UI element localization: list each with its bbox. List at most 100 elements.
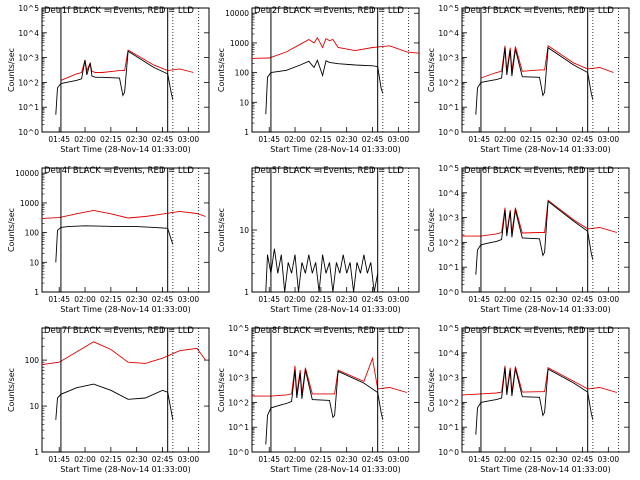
y-tick-label-panel-3: 10^3 — [438, 54, 459, 63]
y-tick-label-panel-9: 10^5 — [438, 324, 459, 333]
x-axis-label-panel-9: Start Time (28-Nov-14 01:33:00) — [480, 465, 610, 474]
x-tick-label-panel-3: 02:30 — [546, 135, 568, 144]
plot-frame-panel-6 — [461, 167, 630, 293]
x-tick-label-panel-6: 02:30 — [546, 295, 568, 304]
y-tick-label-panel-2: 1000 — [230, 39, 249, 48]
x-tick-label-panel-3: 02:45 — [572, 135, 594, 144]
x-tick-label-panel-1: 01:45 — [48, 135, 70, 144]
x-tick-label-panel-3: 01:45 — [468, 135, 490, 144]
x-tick-label-panel-5: 03:00 — [388, 295, 410, 304]
x-tick-label-panel-4: 02:30 — [126, 295, 148, 304]
lld-line-panel-1 — [60, 49, 194, 81]
x-tick-label-panel-5: 01:45 — [258, 295, 280, 304]
y-axis-label-panel-6: Counts/sec — [427, 208, 436, 252]
y-tick-label-panel-1: 10^5 — [18, 4, 39, 13]
x-tick-label-panel-4: 02:15 — [100, 295, 122, 304]
x-tick-label-panel-4: 03:00 — [178, 295, 200, 304]
x-tick-label-panel-1: 02:45 — [152, 135, 174, 144]
y-axis-label-panel-2: Counts/sec — [217, 48, 226, 92]
x-tick-label-panel-6: 02:00 — [494, 295, 516, 304]
chart-title-panel-4: Det 4f BLACK = Events, RED = LLD — [44, 166, 194, 176]
x-tick-label-panel-9: 02:30 — [546, 455, 568, 464]
y-tick-label-panel-2: 100 — [235, 69, 250, 78]
y-axis-label-panel-3: Counts/sec — [427, 48, 436, 92]
y-axis-label-panel-9: Counts/sec — [427, 368, 436, 412]
y-axis-label-panel-7: Counts/sec — [7, 368, 16, 412]
events-line-panel-1 — [55, 50, 174, 115]
x-tick-label-panel-1: 02:15 — [100, 135, 122, 144]
y-tick-label-panel-3: 10^5 — [438, 4, 459, 13]
y-tick-label-panel-4: 1 — [34, 288, 39, 297]
x-axis-label-panel-7: Start Time (28-Nov-14 01:33:00) — [60, 465, 190, 474]
x-tick-label-panel-6: 02:15 — [520, 295, 542, 304]
y-tick-label-panel-9: 10^3 — [438, 374, 459, 383]
x-axis-label-panel-3: Start Time (28-Nov-14 01:33:00) — [480, 145, 610, 154]
x-tick-label-panel-2: 02:15 — [310, 135, 332, 144]
x-axis-label-panel-1: Start Time (28-Nov-14 01:33:00) — [60, 145, 190, 154]
y-tick-label-panel-1: 10^2 — [18, 78, 39, 87]
x-axis-label-panel-5: Start Time (28-Nov-14 01:33:00) — [270, 305, 400, 314]
plot-frame-panel-7 — [41, 327, 210, 453]
events-line-panel-4 — [55, 225, 174, 263]
chart-panel-6: Det 6f BLACK = Events, RED = LLD Counts/s… — [427, 164, 630, 314]
x-tick-label-panel-8: 02:00 — [284, 455, 306, 464]
x-tick-label-panel-2: 02:00 — [284, 135, 306, 144]
x-tick-label-panel-4: 02:45 — [152, 295, 174, 304]
x-tick-label-panel-1: 02:30 — [126, 135, 148, 144]
chart-title-panel-9: Det 9f BLACK = Events, RED = LLD — [464, 326, 614, 336]
x-tick-label-panel-7: 02:45 — [152, 455, 174, 464]
lld-line-panel-6 — [462, 199, 618, 237]
events-line-panel-5 — [265, 248, 379, 293]
y-tick-label-panel-6: 10^5 — [438, 164, 459, 173]
y-tick-label-panel-7: 100 — [25, 356, 40, 365]
x-tick-label-panel-7: 03:00 — [178, 455, 200, 464]
x-tick-label-panel-5: 02:30 — [336, 295, 358, 304]
x-tick-label-panel-3: 02:15 — [520, 135, 542, 144]
x-axis-label-panel-4: Start Time (28-Nov-14 01:33:00) — [60, 305, 190, 314]
x-tick-label-panel-8: 03:00 — [388, 455, 410, 464]
x-tick-label-panel-6: 02:45 — [572, 295, 594, 304]
y-tick-label-panel-8: 10^4 — [228, 349, 249, 358]
y-tick-label-panel-4: 10 — [29, 258, 39, 267]
y-tick-label-panel-3: 10^4 — [438, 29, 459, 38]
events-line-panel-7 — [55, 383, 174, 420]
lld-line-panel-7 — [41, 341, 206, 366]
y-tick-label-panel-2: 10 — [239, 98, 249, 107]
chart-panel-8: Det 8f BLACK = Events, RED = LLD Counts/s… — [217, 324, 420, 474]
x-tick-label-panel-8: 02:15 — [310, 455, 332, 464]
plot-frame-panel-3 — [461, 7, 630, 133]
x-tick-label-panel-1: 03:00 — [178, 135, 200, 144]
y-axis-label-panel-4: Counts/sec — [7, 208, 16, 252]
chart-title-panel-5: Det 5f BLACK = Events, RED = LLD — [254, 166, 404, 176]
x-tick-label-panel-7: 02:15 — [100, 455, 122, 464]
chart-panel-4: Det 4f BLACK = Events, RED = LLD Counts/s… — [7, 166, 210, 314]
lld-line-panel-8 — [252, 356, 408, 397]
y-tick-label-panel-9: 10^1 — [438, 423, 459, 432]
y-tick-label-panel-1: 10^3 — [18, 54, 39, 63]
x-tick-label-panel-2: 02:45 — [362, 135, 384, 144]
chart-title-panel-6: Det 6f BLACK = Events, RED = LLD — [464, 166, 614, 176]
x-tick-label-panel-5: 02:00 — [284, 295, 306, 304]
events-line-panel-2 — [265, 59, 384, 115]
y-tick-label-panel-6: 10^1 — [438, 263, 459, 272]
x-tick-label-panel-6: 03:00 — [598, 295, 620, 304]
lld-line-panel-3 — [480, 45, 614, 79]
lld-line-panel-2 — [251, 36, 420, 59]
chart-panel-7: Det 7f BLACK = Events, RED = LLD Counts/s… — [7, 326, 210, 474]
x-tick-label-panel-7: 02:30 — [126, 455, 148, 464]
plot-frame-panel-9 — [461, 327, 630, 453]
events-line-panel-3 — [475, 46, 594, 115]
x-tick-label-panel-5: 02:15 — [310, 295, 332, 304]
y-axis-label-panel-8: Counts/sec — [217, 368, 226, 412]
x-tick-label-panel-4: 02:00 — [74, 295, 96, 304]
y-tick-label-panel-6: 10^3 — [438, 214, 459, 223]
y-tick-label-panel-9: 10^4 — [438, 349, 459, 358]
y-tick-label-panel-1: 10^4 — [18, 29, 39, 38]
x-axis-label-panel-6: Start Time (28-Nov-14 01:33:00) — [480, 305, 610, 314]
y-tick-label-panel-8: 10^0 — [228, 448, 249, 457]
chart-title-panel-8: Det 8f BLACK = Events, RED = LLD — [254, 326, 404, 336]
x-axis-label-panel-2: Start Time (28-Nov-14 01:33:00) — [270, 145, 400, 154]
y-tick-label-panel-4: 1000 — [20, 199, 39, 208]
x-tick-label-panel-7: 02:00 — [74, 455, 96, 464]
